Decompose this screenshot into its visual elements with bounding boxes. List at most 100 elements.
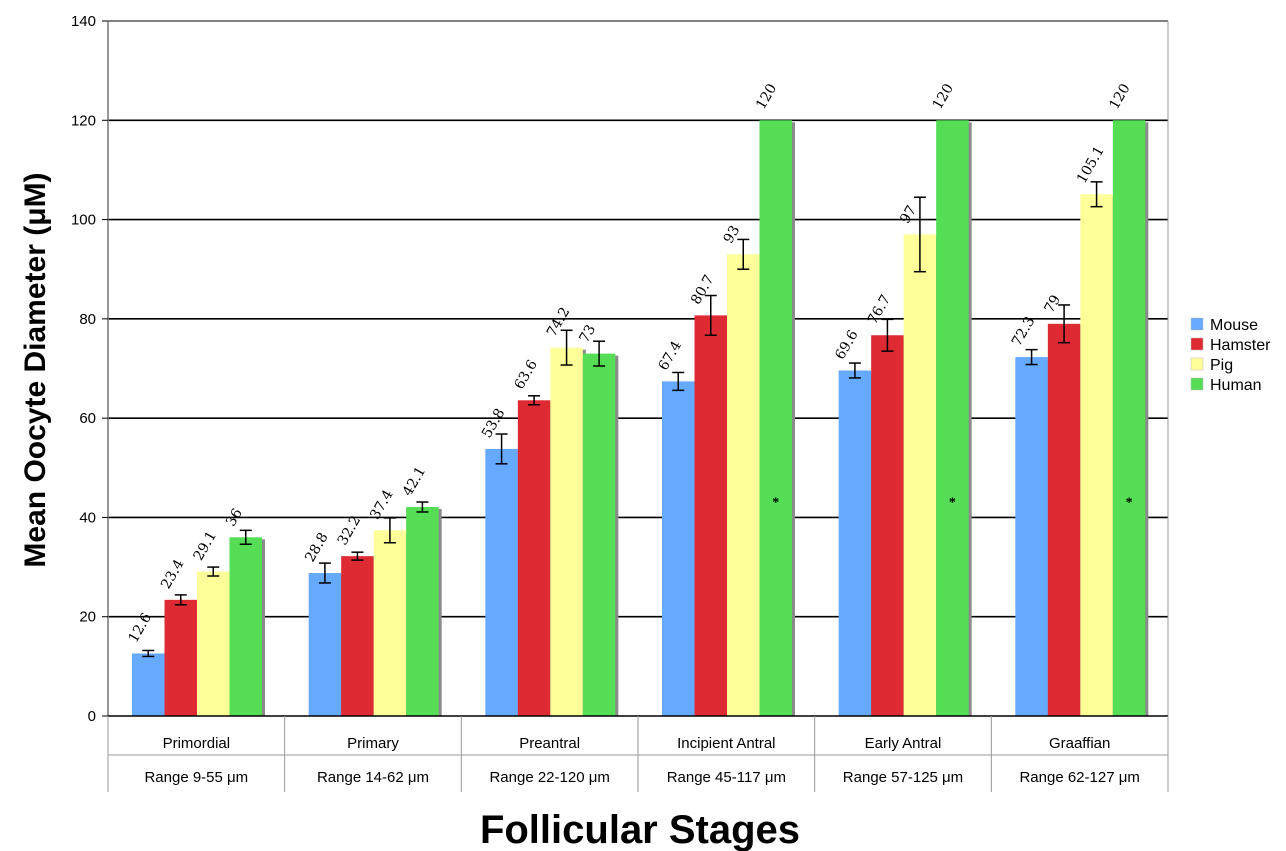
bars [132,120,1149,717]
y-tick-label: 100 [71,212,96,229]
bar-hamster [341,556,374,716]
error-bar [383,517,396,544]
error-bar [1090,181,1103,208]
error-bar [560,329,573,366]
data-label: 67.4 [656,338,685,373]
y-tick-label: 80 [79,311,96,328]
legend-swatch-mouse [1190,317,1204,331]
bar-human [936,120,969,717]
error-bar [1025,348,1038,366]
error-bar [142,649,155,658]
legend-label-pig: Pig [1210,357,1233,374]
y-tick-label: 140 [71,13,96,30]
data-label: 80.7 [688,272,717,307]
error-bar [495,433,508,465]
bar-pig [550,347,583,716]
category-label: Preantral [519,735,580,752]
y-tick-label: 60 [79,410,96,427]
legend-label-mouse: Mouse [1210,317,1258,334]
category-range: Range 14-62 μm [317,769,429,786]
error-bar [704,294,717,336]
legend-label-human: Human [1210,377,1262,394]
bar-pig [373,530,407,716]
y-axis-title: Mean Oocyte Diameter (μM) [19,172,52,567]
bar-human [582,353,616,716]
data-label: 74.2 [544,305,573,340]
error-bar [351,551,364,561]
y-axis-ticks: 0 20 40 60 80 100 120 140 [71,13,96,725]
data-label: 120 [753,81,780,112]
bar-pig [197,571,230,716]
error-bar [593,340,606,367]
data-label: 23.4 [158,557,187,592]
data-label: 32.2 [335,513,364,548]
legend: Mouse Hamster Pig Human [1190,317,1271,394]
category-range: Range 45-117 μm [667,769,786,786]
error-bar [1058,304,1071,344]
data-label: 93 [721,223,744,246]
data-label: 76.7 [865,292,894,327]
error-bar [737,238,750,270]
data-label: 36 [223,506,246,530]
y-tick-label: 120 [71,112,96,129]
annotation-asterisk: * [949,496,956,511]
bar-mouse [132,653,165,716]
legend-swatch-human [1190,377,1204,391]
category-label: Graaffian [1049,735,1110,752]
category-range: Range 62-127 μm [1019,769,1139,786]
error-bar [207,566,220,577]
bar-hamster [1047,323,1081,716]
data-label: 73 [576,322,599,345]
error-bar [672,371,685,392]
legend-label-hamster: Hamster [1210,337,1271,354]
data-label: 120 [1106,81,1133,112]
data-label: 79 [1041,292,1064,315]
bar-hamster [871,335,904,716]
bar-mouse [662,381,695,716]
category-label: Primordial [163,735,231,752]
y-tick-label: 20 [79,609,96,626]
data-label: 29.1 [191,529,220,564]
annotation-asterisk: * [1126,496,1133,511]
data-label: 120 [930,81,957,112]
bar-human [1112,120,1146,717]
bar-mouse [838,370,872,716]
category-table: Primordial Range 9-55 μm Primary Range 14-6… [107,716,1169,792]
annotation-asterisk: * [772,496,779,511]
error-bar [318,562,331,584]
gridlines [108,20,1168,618]
category-range: Range 9-55 μm [144,769,248,786]
error-bar [881,318,894,352]
error-bar [174,594,187,606]
data-label: 42.1 [400,464,429,499]
bar-human [229,537,262,716]
data-label: 105.1 [1074,144,1108,187]
bar-hamster [164,599,197,716]
data-label: 53.8 [479,406,508,441]
data-label: 12.6 [126,610,155,645]
data-label: 69.6 [832,327,861,362]
y-tick-label: 40 [79,509,96,526]
bar-mouse [308,573,342,716]
category-label: Incipient Antral [677,735,775,752]
data-label: 63.6 [511,357,540,392]
data-label: 28.8 [302,530,331,565]
legend-swatch-hamster [1190,337,1204,351]
category-range: Range 22-120 μm [489,769,609,786]
error-bars [142,181,1103,658]
category-label: Primary [347,735,399,752]
bar-mouse [1015,357,1048,716]
bar-mouse [485,448,518,716]
bar-hamster [517,400,551,716]
bar-human [759,120,792,717]
category-label: Early Antral [865,735,942,752]
error-bar [528,395,541,406]
bar-hamster [694,315,727,716]
x-axis-title: Follicular Stages [480,808,800,851]
error-bar [239,529,252,545]
bar-pig [727,254,760,717]
error-bar [416,501,429,513]
bar-human [406,507,439,716]
bar-pig [1080,194,1113,717]
